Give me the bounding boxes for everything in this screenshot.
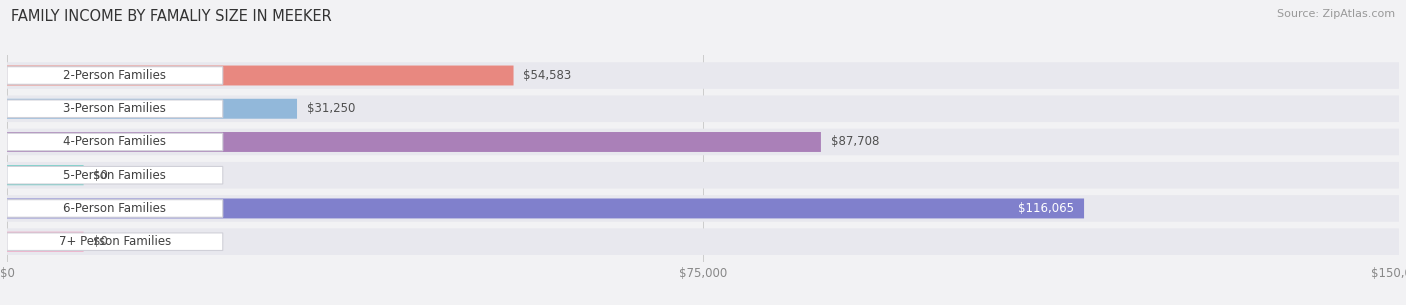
FancyBboxPatch shape <box>7 99 297 119</box>
FancyBboxPatch shape <box>7 232 83 252</box>
Text: $31,250: $31,250 <box>307 102 356 115</box>
Text: 7+ Person Families: 7+ Person Families <box>59 235 172 248</box>
FancyBboxPatch shape <box>7 95 1399 122</box>
FancyBboxPatch shape <box>7 195 1399 222</box>
FancyBboxPatch shape <box>7 233 222 250</box>
FancyBboxPatch shape <box>7 100 222 117</box>
Text: $0: $0 <box>93 169 108 182</box>
Text: 4-Person Families: 4-Person Families <box>63 135 166 149</box>
FancyBboxPatch shape <box>7 133 222 151</box>
FancyBboxPatch shape <box>7 129 1399 155</box>
FancyBboxPatch shape <box>7 167 222 184</box>
FancyBboxPatch shape <box>7 66 513 85</box>
FancyBboxPatch shape <box>7 132 821 152</box>
Text: 5-Person Families: 5-Person Families <box>63 169 166 182</box>
Text: Source: ZipAtlas.com: Source: ZipAtlas.com <box>1277 9 1395 19</box>
FancyBboxPatch shape <box>7 199 1084 218</box>
Text: FAMILY INCOME BY FAMALIY SIZE IN MEEKER: FAMILY INCOME BY FAMALIY SIZE IN MEEKER <box>11 9 332 24</box>
Text: $54,583: $54,583 <box>523 69 571 82</box>
FancyBboxPatch shape <box>7 62 1399 89</box>
FancyBboxPatch shape <box>7 228 1399 255</box>
Text: $87,708: $87,708 <box>831 135 879 149</box>
FancyBboxPatch shape <box>7 162 1399 188</box>
FancyBboxPatch shape <box>7 200 222 217</box>
Text: 3-Person Families: 3-Person Families <box>63 102 166 115</box>
Text: 6-Person Families: 6-Person Families <box>63 202 166 215</box>
Text: $116,065: $116,065 <box>1018 202 1074 215</box>
Text: $0: $0 <box>93 235 108 248</box>
FancyBboxPatch shape <box>7 165 83 185</box>
Text: 2-Person Families: 2-Person Families <box>63 69 166 82</box>
FancyBboxPatch shape <box>7 67 222 84</box>
